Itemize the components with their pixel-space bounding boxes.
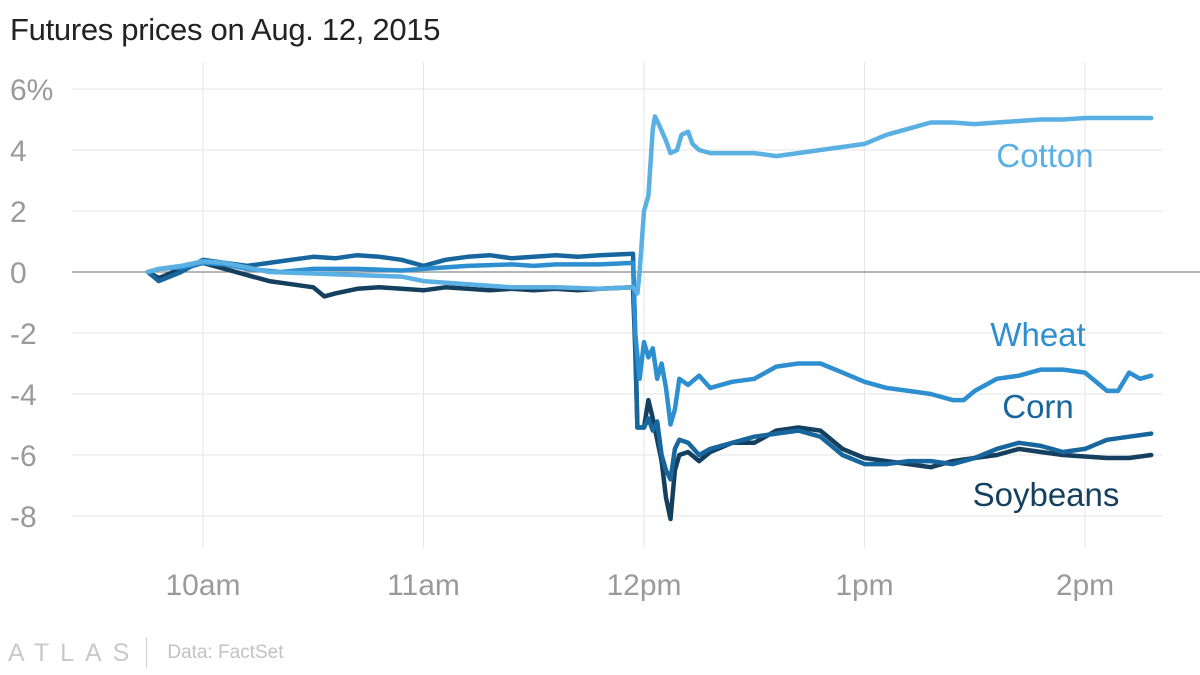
gridlines [72, 62, 1200, 548]
x-tick-label: 11am [387, 569, 460, 602]
annotation-soybeans: Soybeans [973, 476, 1120, 513]
annotation-cotton: Cotton [996, 137, 1093, 174]
y-tick-label: -2 [10, 318, 37, 351]
x-tick-label: 2pm [1056, 569, 1114, 602]
footer-divider [146, 638, 148, 668]
x-tick-label: 12pm [606, 569, 681, 602]
footer: ATLAS Data: FactSet [8, 636, 284, 670]
annotation-corn: Corn [1002, 388, 1074, 425]
data-source-label: Data: FactSet [167, 642, 284, 663]
y-tick-label: -6 [10, 440, 37, 473]
y-tick-label: -4 [10, 379, 37, 412]
y-tick-labels: 6% 4 2 0 -2 -4 -6 -8 [10, 74, 53, 534]
series-line-wheat [145, 260, 1154, 427]
x-tick-label: 10am [165, 569, 240, 602]
series-line-corn [145, 251, 1154, 482]
series-lines [145, 114, 1154, 522]
series-line-cotton [145, 114, 1154, 296]
y-tick-label: 0 [10, 257, 27, 290]
annotation-wheat: Wheat [990, 316, 1085, 353]
y-tick-label: 4 [10, 135, 27, 168]
chart-title: Futures prices on Aug. 12, 2015 [10, 12, 441, 47]
x-tick-labels: 10am 11am 12pm 1pm 2pm [165, 569, 1114, 602]
atlas-logo[interactable]: ATLAS [8, 638, 141, 667]
series-annotations: Cotton Wheat Corn Soybeans [973, 137, 1120, 513]
y-tick-label: 6% [10, 74, 53, 107]
y-tick-label: 2 [10, 196, 27, 229]
x-tick-label: 1pm [835, 569, 893, 602]
y-tick-label: -8 [10, 501, 37, 534]
